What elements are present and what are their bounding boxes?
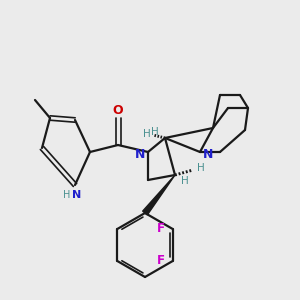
- Text: H: H: [143, 129, 151, 139]
- Text: N: N: [135, 148, 145, 161]
- Text: N: N: [72, 190, 82, 200]
- Text: F: F: [157, 254, 165, 268]
- Text: F: F: [157, 223, 165, 236]
- Text: H: H: [63, 190, 71, 200]
- Text: N: N: [203, 148, 213, 161]
- Text: H: H: [181, 176, 189, 186]
- Text: H: H: [197, 163, 205, 173]
- Text: O: O: [113, 103, 123, 116]
- Polygon shape: [142, 175, 175, 215]
- Text: H: H: [151, 127, 159, 137]
